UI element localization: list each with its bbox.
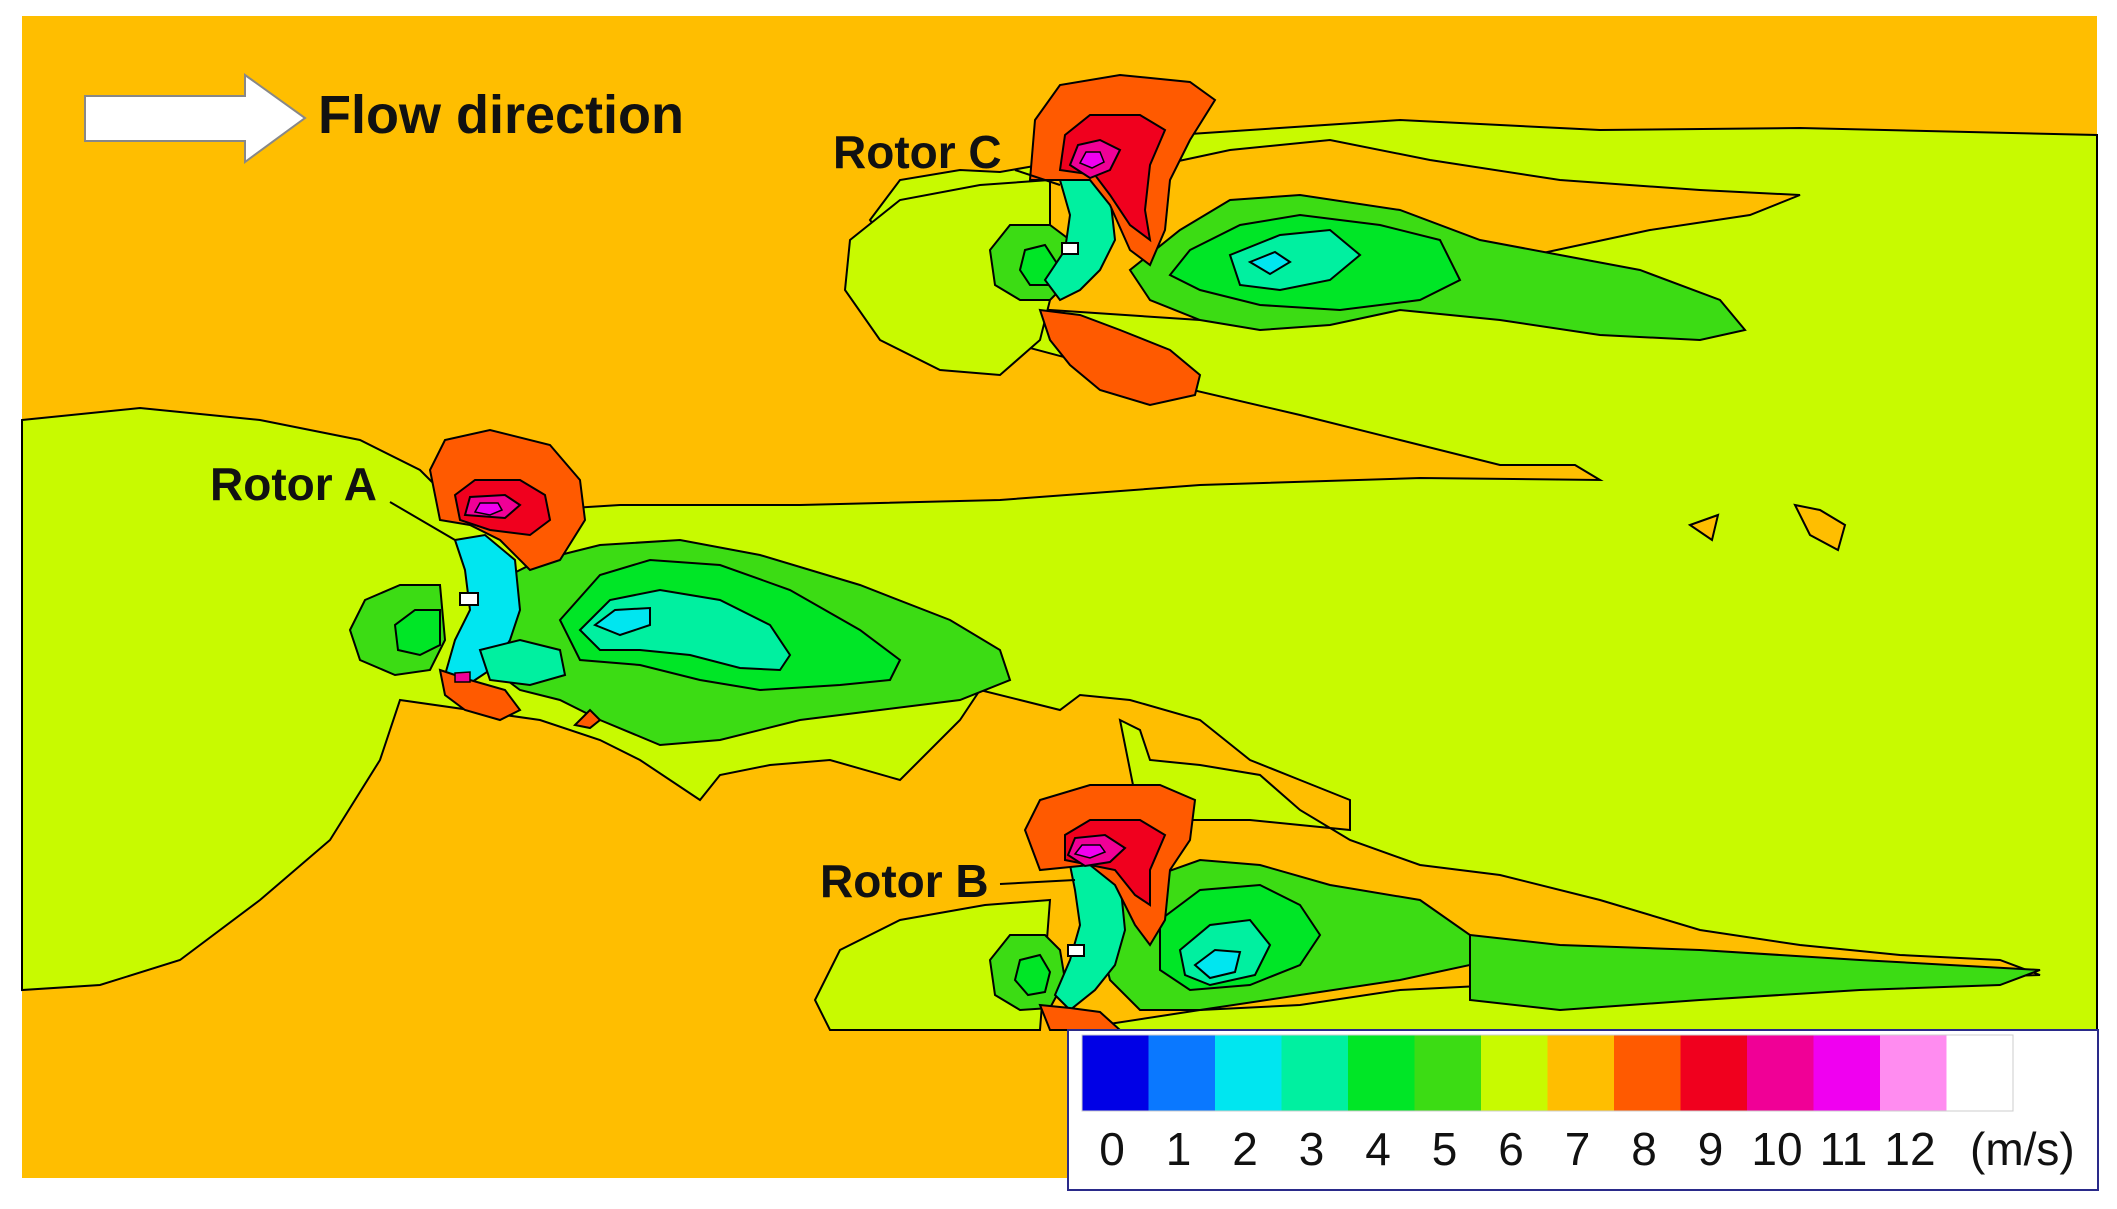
legend-tick-2: 2: [1232, 1123, 1258, 1175]
rotor-a-lower-jet-9: [454, 671, 471, 683]
rotor-b-leader-line: [999, 879, 1076, 885]
legend-tick-6: 6: [1498, 1123, 1524, 1175]
rotor-b-lower-jet-7: [1038, 1003, 1123, 1031]
rotor-c-upper-jet-11: [1078, 151, 1105, 169]
rotor-c-wake-2: [1247, 250, 1292, 276]
legend-tick-0: 0: [1099, 1123, 1125, 1175]
rotor-a-fleck: [572, 708, 602, 730]
rotor-b-blade-hub: [1067, 944, 1085, 957]
legend-tick-9: 9: [1698, 1123, 1724, 1175]
legend-band-9: [1680, 1035, 1748, 1111]
flow-direction-arrow: [84, 73, 307, 164]
rotor-a-leader-line: [389, 501, 456, 541]
legend-band-0: [1082, 1035, 1149, 1111]
legend-band-8: [1614, 1035, 1681, 1111]
rotor-b-upstream-bubble: [813, 898, 1052, 1031]
rotor-a-core-4: [393, 609, 441, 657]
legend-tick-4: 4: [1365, 1123, 1391, 1175]
rotor-c-lower-jet-7: [1038, 308, 1202, 407]
legend-band-2: [1215, 1035, 1282, 1111]
legend-color-bar: [1081, 1034, 2014, 1112]
rotor-c-upstream-bubble: [843, 178, 1051, 377]
legend-band-6: [1481, 1035, 1548, 1111]
legend-band-1: [1148, 1035, 1216, 1111]
island-small: [1687, 513, 1720, 542]
rotor-c-label: Rotor C: [833, 126, 1002, 178]
rotor-b-wake-2: [1193, 948, 1242, 980]
legend-band-12: [1880, 1035, 1947, 1111]
legend-band-7: [1547, 1035, 1615, 1111]
legend-tick-8: 8: [1631, 1123, 1657, 1175]
rotor-a-lower-blade-wake: [478, 638, 567, 687]
legend-unit: (m/s): [1970, 1123, 2075, 1175]
legend-tick-7: 7: [1565, 1123, 1591, 1175]
legend-tick-12: 12: [1884, 1123, 1935, 1175]
rotor-a-blade-hub: [459, 592, 479, 606]
legend-band-3: [1281, 1035, 1349, 1111]
rotor-b-wake-tail: [1469, 933, 2041, 1012]
rotor-c-leader-line: [1014, 169, 1061, 186]
rotor-a-label: Rotor A: [210, 458, 377, 510]
flow-direction-label: Flow direction: [318, 85, 684, 145]
rotor-a-upper-jet-11: [473, 502, 504, 516]
legend-band-5: [1414, 1035, 1482, 1111]
legend-tick-11: 11: [1820, 1123, 1868, 1175]
rotor-b-core-4: [1013, 953, 1052, 997]
legend-band-13: [1946, 1035, 2014, 1111]
island-large: [1793, 503, 1847, 552]
rotor-b-upper-jet-11: [1073, 844, 1107, 859]
legend-tick-3: 3: [1299, 1123, 1325, 1175]
legend-tick-10: 10: [1751, 1123, 1802, 1175]
rotor-a-wake-2: [592, 606, 651, 637]
rotor-c-wake-3: [1228, 228, 1362, 292]
rotor-c-blade-hub: [1061, 242, 1079, 255]
rotor-b-label: Rotor B: [820, 855, 989, 907]
legend-tick-labels: 0 1 2 3 4 5 6 7 8 9 10 11 12: [1099, 1123, 1935, 1175]
legend-tick-1: 1: [1166, 1123, 1192, 1175]
legend-band-4: [1348, 1035, 1415, 1111]
legend-band-11: [1813, 1035, 1881, 1111]
legend-band-10: [1747, 1035, 1814, 1111]
legend-tick-5: 5: [1432, 1123, 1458, 1175]
legend-band-outline: [1081, 1034, 2014, 1112]
